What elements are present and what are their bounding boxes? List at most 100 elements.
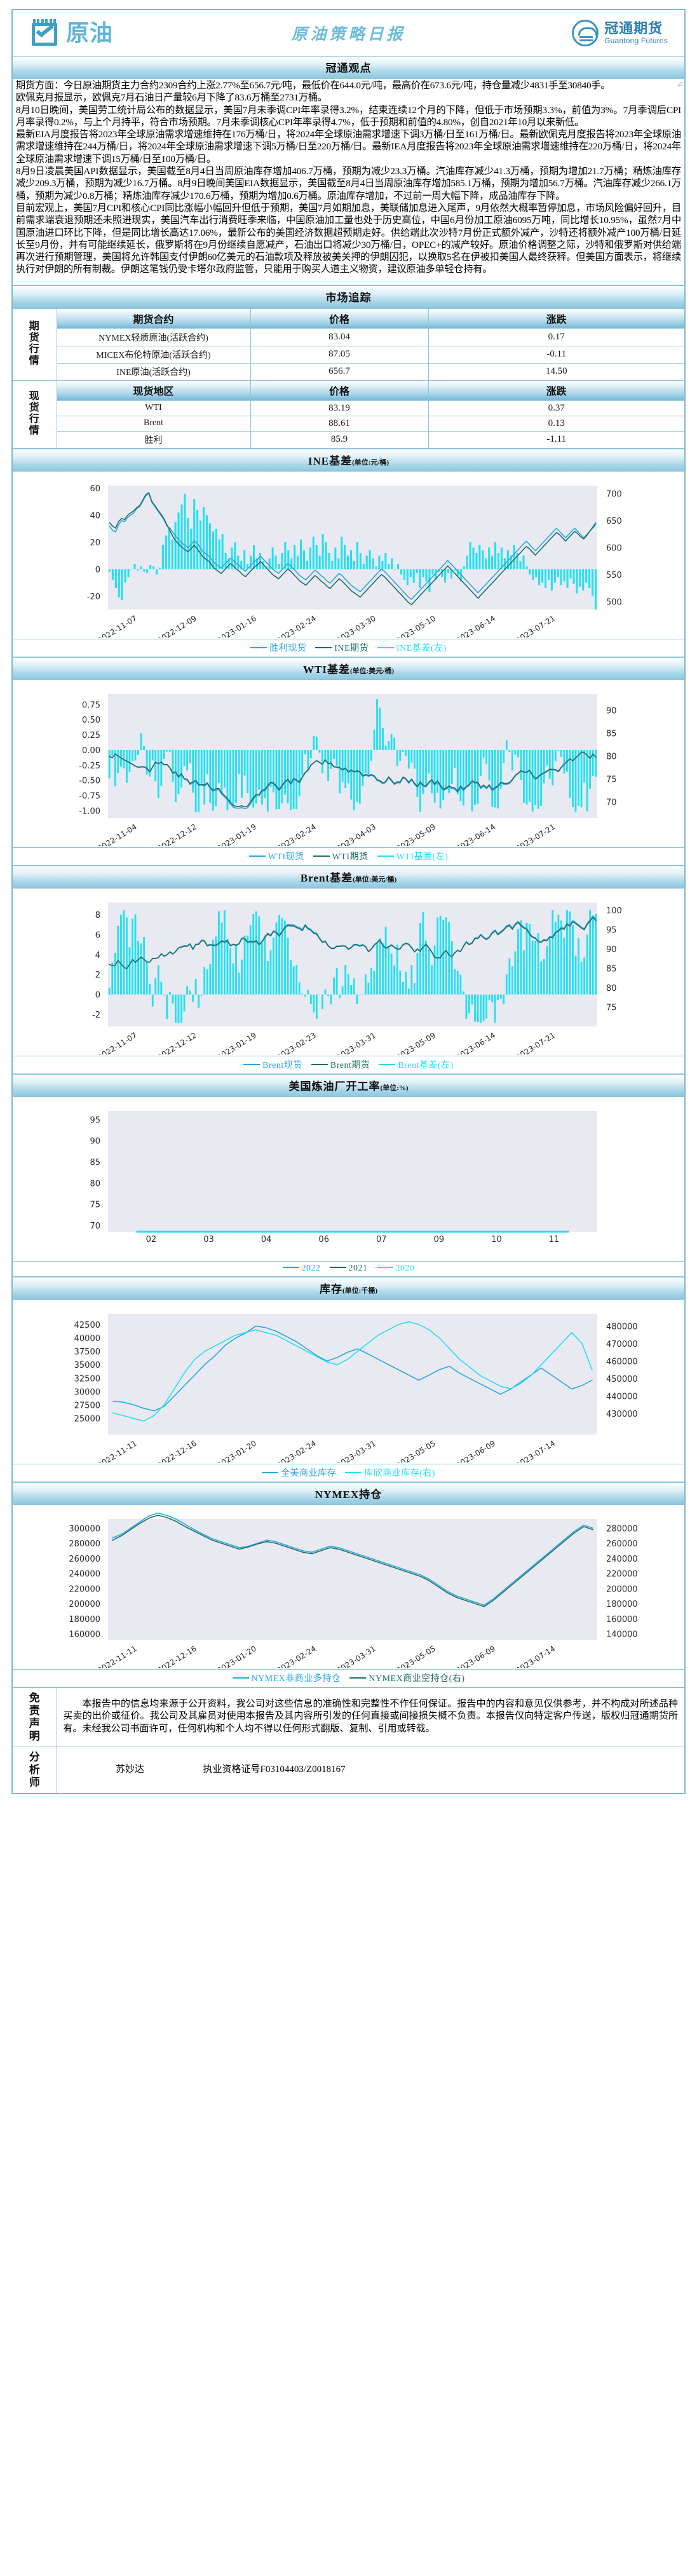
legend-swatch-icon: [377, 855, 394, 857]
legend-item: WTI期货: [313, 850, 369, 862]
svg-text:2023-03-31: 2023-03-31: [335, 1644, 377, 1667]
table-row: INE原油(活跃合约) 656.7 14.50: [12, 362, 686, 381]
svg-text:2023-05-09: 2023-05-09: [395, 822, 437, 845]
svg-text:430000: 430000: [606, 1410, 638, 1419]
svg-text:02: 02: [146, 1235, 157, 1244]
svg-text:440000: 440000: [606, 1392, 638, 1401]
svg-text:2023-03-30: 2023-03-30: [335, 613, 377, 637]
legend-item: WTI基差(左): [377, 850, 449, 862]
section-bar-market: 市场追踪: [11, 285, 686, 308]
col-header-change: 涨跌: [428, 308, 686, 329]
section-bar-refinery: 美国炼油厂开工率(单位:%): [11, 1073, 686, 1097]
svg-text:280000: 280000: [606, 1524, 638, 1534]
chart-legend-brent: Brent现货 Brent期货 Brent基差(左): [11, 1056, 686, 1074]
col-header-price: 价格: [250, 379, 429, 401]
svg-text:280000: 280000: [69, 1539, 100, 1549]
legend-swatch-icon: [262, 1471, 279, 1473]
svg-text:85: 85: [606, 964, 617, 974]
svg-text:0.50: 0.50: [82, 716, 100, 725]
svg-text:650: 650: [606, 517, 622, 526]
svg-text:2023-01-19: 2023-01-19: [215, 822, 258, 845]
section-unit-inventory: (单位:千桶): [342, 1286, 377, 1295]
disclaimer-label: 免责声明: [11, 1687, 57, 1747]
section-bar-wti: WTI基差(单位:美元/桶): [11, 657, 686, 680]
svg-text:70: 70: [606, 798, 617, 807]
charts-container: INE基差(单位:元/桶) -20 0 20 40 60 500 550 600 650 700 20…: [11, 448, 686, 1687]
disclaimer-text: 本报告中的信息均来源于公开资料，我公司对这些信息的准确性和完整性不作任何保证。报…: [56, 1687, 686, 1747]
svg-text:220000: 220000: [69, 1584, 100, 1594]
svg-text:2023-01-20: 2023-01-20: [215, 1438, 258, 1462]
section-bar-inventory: 库存(单位:千桶): [11, 1276, 686, 1300]
legend-item: INE基差(左): [377, 641, 447, 654]
contract-price: 83.04: [250, 328, 429, 346]
legend-item: NYMEX非商业多持仓: [232, 1672, 341, 1684]
svg-text:40000: 40000: [74, 1334, 100, 1344]
legend-swatch-icon: [379, 1063, 396, 1065]
svg-text:25000: 25000: [74, 1414, 100, 1424]
svg-text:240000: 240000: [606, 1555, 638, 1564]
legend-swatch-icon: [349, 1677, 367, 1679]
svg-text:2023-01-19: 2023-01-19: [215, 1030, 258, 1054]
legend-swatch-icon: [232, 1677, 249, 1679]
svg-text:80: 80: [90, 1179, 100, 1189]
svg-text:2023-03-31: 2023-03-31: [335, 1438, 377, 1462]
svg-text:2022-12-12: 2022-12-12: [156, 1030, 198, 1054]
chart-nymex: 160000 180000 200000 220000 240000 260000 2800…: [11, 1504, 686, 1670]
svg-text:220000: 220000: [606, 1569, 638, 1579]
svg-text:2023-05-05: 2023-05-05: [395, 1644, 437, 1667]
section-title-refinery: 美国炼油厂开工率: [288, 1080, 381, 1093]
legend-label: Brent期货: [330, 1060, 370, 1070]
viewpoint-paragraph: 期货方面：今日原油期货主力合约2309合约上涨2.77%至656.7元/吨，最低…: [16, 80, 611, 91]
svg-text:600: 600: [606, 543, 622, 553]
svg-text:10: 10: [491, 1235, 502, 1244]
spot-price: 85.9: [250, 430, 429, 449]
svg-text:550: 550: [606, 571, 622, 580]
svg-text:260000: 260000: [606, 1539, 638, 1549]
svg-text:100: 100: [606, 906, 622, 916]
svg-text:160000: 160000: [69, 1630, 100, 1639]
svg-text:200000: 200000: [69, 1600, 100, 1609]
svg-text:75: 75: [606, 1003, 617, 1012]
svg-text:-0.75: -0.75: [79, 791, 100, 801]
svg-text:460000: 460000: [606, 1357, 638, 1366]
svg-text:160000: 160000: [606, 1615, 638, 1625]
svg-text:2023-03-31: 2023-03-31: [335, 1030, 377, 1054]
svg-text:6: 6: [95, 930, 100, 940]
section-unit-wti: (单位:美元/桶): [349, 667, 394, 675]
legend-label: Brent现货: [262, 1060, 302, 1070]
svg-text:2023-04-03: 2023-04-03: [335, 822, 377, 845]
svg-text:0.25: 0.25: [82, 731, 100, 740]
section-title-brent: Brent基差: [300, 871, 353, 884]
table-row: MICEX布伦特原油(活跃合约) 87.05 -0.11: [12, 345, 686, 364]
svg-text:90: 90: [606, 945, 617, 955]
legend-label: INE基差(左): [396, 643, 447, 653]
col-header-region: 现货地区: [56, 379, 251, 401]
svg-text:04: 04: [261, 1235, 272, 1244]
chart-brent: -2 0 2 4 6 8 75 80 85 90 95 100 2022-11-07 2022-12-12…: [11, 888, 686, 1056]
svg-text:-20: -20: [87, 592, 100, 602]
svg-text:30000: 30000: [74, 1387, 100, 1397]
svg-text:8: 8: [95, 911, 100, 920]
contract-change: 0.17: [428, 328, 686, 346]
svg-text:-1.00: -1.00: [79, 807, 100, 816]
legend-item: 2020: [376, 1264, 415, 1274]
svg-text:40: 40: [90, 511, 100, 521]
spot-change: 0.37: [428, 400, 686, 416]
col-header-price: 价格: [250, 308, 429, 329]
svg-text:2022-11-11: 2022-11-11: [96, 1644, 139, 1667]
section-bar-brent: Brent基差(单位:美元/桶): [11, 865, 686, 889]
section-bar-viewpoint: 冠通观点: [11, 56, 686, 79]
col-header-change: 涨跌: [428, 379, 686, 401]
svg-text:-2: -2: [92, 1011, 100, 1020]
spot-change: 0.13: [428, 415, 686, 432]
contract-price: 87.05: [250, 345, 429, 364]
svg-text:2023-06-14: 2023-06-14: [455, 1030, 497, 1054]
legend-label: WTI基差(左): [396, 852, 449, 862]
legend-label: WTI现货: [267, 852, 304, 862]
legend-label: NYMEX非商业多持仓: [251, 1673, 341, 1684]
svg-text:75: 75: [90, 1200, 100, 1210]
svg-text:90: 90: [606, 706, 617, 716]
contract-name: NYMEX轻质原油(活跃合约): [56, 328, 251, 346]
spot-name: WTI: [56, 400, 251, 416]
svg-text:500: 500: [606, 597, 622, 607]
